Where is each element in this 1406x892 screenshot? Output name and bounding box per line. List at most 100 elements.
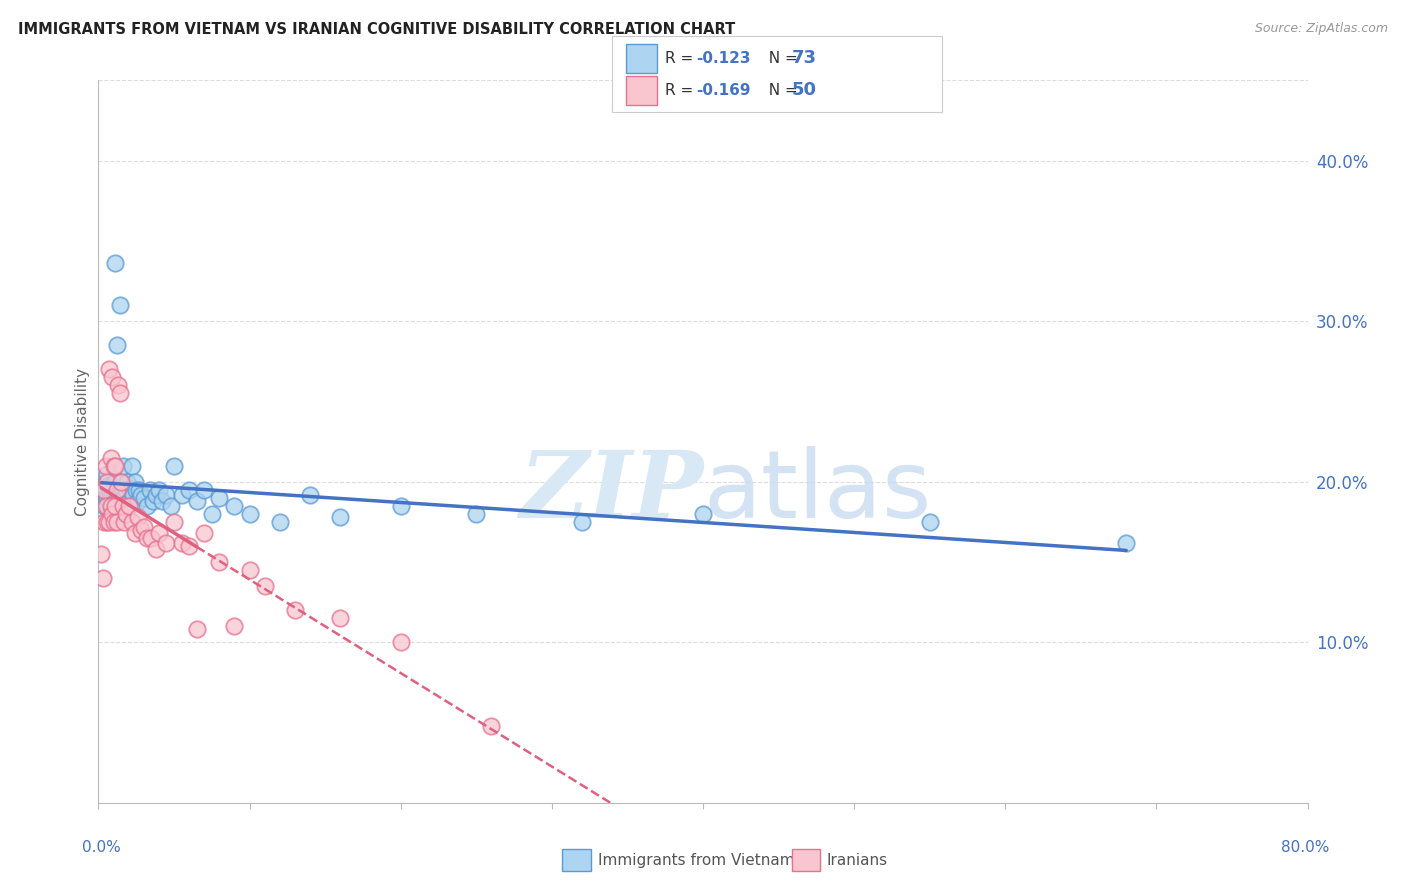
Point bbox=[179, 539, 201, 553]
Point bbox=[224, 499, 246, 513]
Point bbox=[193, 483, 215, 497]
Point bbox=[239, 507, 262, 521]
Point bbox=[101, 478, 124, 492]
Point bbox=[155, 487, 177, 501]
Text: R =: R = bbox=[665, 51, 699, 66]
Point bbox=[329, 611, 352, 625]
Point bbox=[108, 386, 131, 401]
Point bbox=[111, 483, 134, 497]
Point bbox=[104, 475, 127, 489]
Point bbox=[163, 515, 186, 529]
Point bbox=[118, 494, 141, 508]
Point bbox=[114, 483, 136, 497]
Point bbox=[90, 483, 112, 497]
Point bbox=[111, 499, 134, 513]
Point bbox=[224, 619, 246, 633]
Point bbox=[94, 499, 117, 513]
Point bbox=[96, 515, 118, 529]
Point bbox=[155, 535, 177, 549]
Point bbox=[918, 515, 941, 529]
Point bbox=[329, 510, 352, 524]
Point bbox=[111, 458, 134, 473]
Point bbox=[145, 542, 167, 557]
Point bbox=[105, 338, 128, 352]
Point bbox=[100, 503, 122, 517]
Point bbox=[96, 491, 118, 505]
Point bbox=[90, 547, 112, 561]
Point bbox=[163, 458, 186, 473]
Point bbox=[108, 487, 131, 501]
Point bbox=[100, 499, 122, 513]
Point bbox=[103, 486, 125, 500]
Point bbox=[148, 483, 170, 497]
Point bbox=[389, 499, 412, 513]
Point bbox=[112, 491, 135, 505]
Point bbox=[98, 515, 121, 529]
Point bbox=[135, 531, 157, 545]
Point bbox=[98, 483, 121, 497]
Point bbox=[135, 499, 157, 513]
Point bbox=[103, 515, 125, 529]
Text: Iranians: Iranians bbox=[827, 854, 887, 868]
Point bbox=[132, 491, 155, 505]
Text: 0.0%: 0.0% bbox=[82, 840, 121, 855]
Point bbox=[108, 298, 131, 312]
Point bbox=[1115, 535, 1137, 549]
Point bbox=[465, 507, 488, 521]
Y-axis label: Cognitive Disability: Cognitive Disability bbox=[75, 368, 90, 516]
Point bbox=[107, 494, 129, 508]
Point bbox=[186, 623, 208, 637]
Text: R =: R = bbox=[665, 83, 699, 98]
Point bbox=[93, 515, 115, 529]
Point bbox=[110, 475, 132, 489]
Point bbox=[127, 510, 149, 524]
Point bbox=[115, 475, 138, 489]
Point bbox=[193, 526, 215, 541]
Point bbox=[129, 487, 152, 501]
Point bbox=[103, 458, 125, 473]
Point bbox=[98, 362, 121, 376]
Point bbox=[112, 515, 135, 529]
Point bbox=[104, 256, 127, 270]
Point bbox=[114, 507, 136, 521]
Point bbox=[96, 467, 118, 481]
Point bbox=[103, 481, 125, 495]
Point bbox=[121, 458, 143, 473]
Point bbox=[148, 526, 170, 541]
Text: -0.123: -0.123 bbox=[696, 51, 751, 66]
Text: N =: N = bbox=[759, 51, 803, 66]
Point bbox=[94, 475, 117, 489]
Point bbox=[186, 494, 208, 508]
Point bbox=[101, 499, 124, 513]
Point bbox=[122, 487, 145, 501]
Text: ZIP: ZIP bbox=[519, 447, 703, 537]
Point bbox=[105, 515, 128, 529]
Point bbox=[571, 515, 593, 529]
Point bbox=[103, 494, 125, 508]
Point bbox=[120, 483, 142, 497]
Point bbox=[481, 719, 503, 733]
Point bbox=[96, 499, 118, 513]
Point bbox=[91, 487, 114, 501]
Point bbox=[93, 483, 115, 497]
Point bbox=[299, 487, 322, 501]
Point bbox=[98, 494, 121, 508]
Text: 73: 73 bbox=[792, 49, 817, 68]
Point bbox=[100, 491, 122, 505]
Point bbox=[170, 487, 193, 501]
Point bbox=[145, 487, 167, 501]
Point bbox=[142, 494, 165, 508]
Text: 50: 50 bbox=[792, 81, 817, 99]
Point bbox=[104, 499, 127, 513]
Point bbox=[208, 555, 231, 569]
Point bbox=[107, 378, 129, 392]
Text: -0.169: -0.169 bbox=[696, 83, 751, 98]
Point bbox=[100, 481, 122, 495]
Point bbox=[93, 483, 115, 497]
Point bbox=[170, 535, 193, 549]
Text: Source: ZipAtlas.com: Source: ZipAtlas.com bbox=[1254, 22, 1388, 36]
Point bbox=[208, 491, 231, 505]
Point bbox=[104, 458, 127, 473]
Point bbox=[105, 483, 128, 497]
Point bbox=[105, 487, 128, 501]
